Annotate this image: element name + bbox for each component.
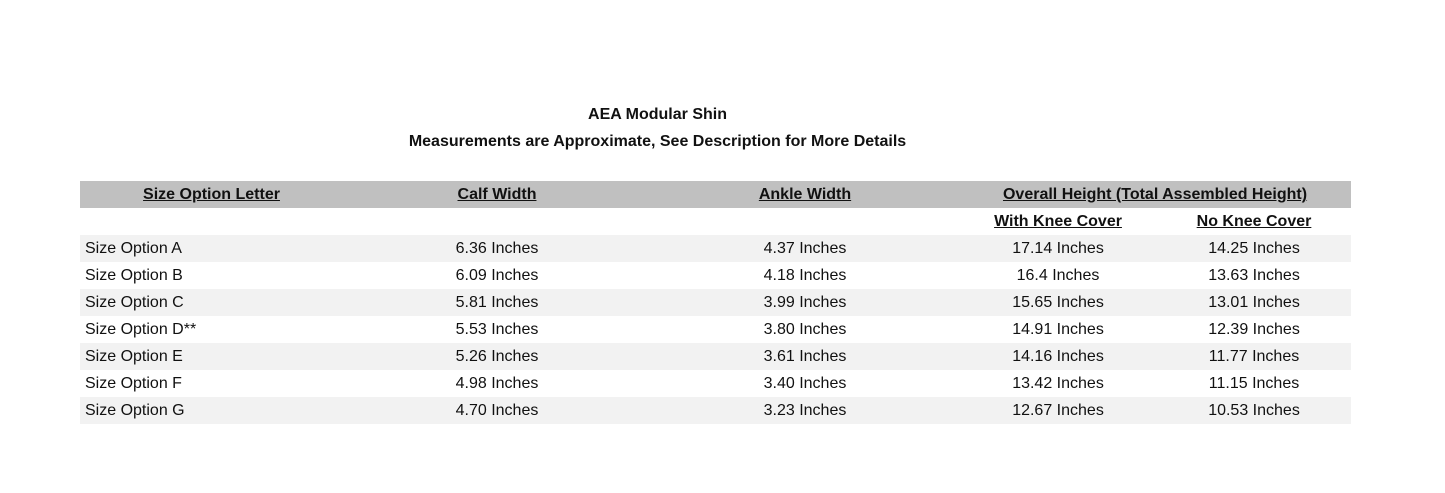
cell-with-knee: 14.16 Inches [1012,348,1104,365]
cell-size: Size Option F [85,375,182,392]
cell-no-knee: 13.63 Inches [1208,267,1300,284]
cell-calf: 5.26 Inches [455,348,539,365]
header-ankle: Ankle Width [758,186,852,203]
cell-size: Size Option D** [85,321,197,338]
cell-no-knee: 13.01 Inches [1208,294,1300,311]
cell-ankle: 4.18 Inches [763,267,847,284]
page-title: AEA Modular Shin [588,106,727,123]
cell-calf: 5.81 Inches [455,294,539,311]
cell-ankle: 3.23 Inches [763,402,847,419]
table-row: Size Option B 6.09 Inches 4.18 Inches 16.4 … [80,262,1352,289]
cell-no-knee: 12.39 Inches [1208,321,1300,338]
cell-ankle: 3.61 Inches [763,348,847,365]
cell-with-knee: 15.65 Inches [1012,294,1104,311]
header-overall-height: Overall Height (Total Assembled Height) [1002,186,1308,203]
table-row: Size Option E 5.26 Inches 3.61 Inches 14.16… [80,343,1352,370]
header-calf: Calf Width [457,186,537,203]
cell-ankle: 4.37 Inches [763,240,847,257]
cell-with-knee: 17.14 Inches [1012,240,1104,257]
header-with-knee-cover: With Knee Cover [994,213,1122,230]
cell-with-knee: 12.67 Inches [1012,402,1104,419]
cell-size: Size Option A [85,240,182,257]
subheader-row: With Knee Cover No Knee Cover [80,208,1352,235]
cell-ankle: 3.40 Inches [763,375,847,392]
cell-no-knee: 10.53 Inches [1208,402,1300,419]
cell-size: Size Option B [85,267,183,284]
header-row: Size Option Letter Calf Width Ankle Widt… [80,181,1352,208]
table-row: Size Option D** 5.53 Inches 3.80 Inches 14.… [80,316,1352,343]
cell-ankle: 3.80 Inches [763,321,847,338]
cell-no-knee: 11.15 Inches [1208,375,1300,392]
table-row: Size Option F 4.98 Inches 3.40 Inches 13.42… [80,370,1352,397]
cell-calf: 5.53 Inches [455,321,539,338]
header-no-knee-cover: No Knee Cover [1196,213,1312,230]
cell-ankle: 3.99 Inches [763,294,847,311]
page-subtitle: Measurements are Approximate, See Descri… [408,133,907,150]
cell-with-knee: 16.4 Inches [1016,267,1100,284]
cell-with-knee: 13.42 Inches [1012,375,1104,392]
table-row: Size Option G 4.70 Inches 3.23 Inches 12.67… [80,397,1352,424]
cell-size: Size Option G [85,402,185,419]
cell-size: Size Option C [85,294,184,311]
cell-with-knee: 14.91 Inches [1012,321,1104,338]
cell-no-knee: 14.25 Inches [1208,240,1300,257]
header-size: Size Option Letter [143,186,280,203]
cell-calf: 4.70 Inches [455,402,539,419]
measurements-table: Size Option Letter Calf Width Ankle Widt… [80,181,1352,424]
cell-size: Size Option E [85,348,183,365]
cell-calf: 6.09 Inches [455,267,539,284]
cell-calf: 6.36 Inches [455,240,539,257]
table-row: Size Option A 6.36 Inches 4.37 Inches 17.14… [80,235,1352,262]
cell-no-knee: 11.77 Inches [1208,348,1300,365]
cell-calf: 4.98 Inches [455,375,539,392]
table-row: Size Option C 5.81 Inches 3.99 Inches 15.65… [80,289,1352,316]
